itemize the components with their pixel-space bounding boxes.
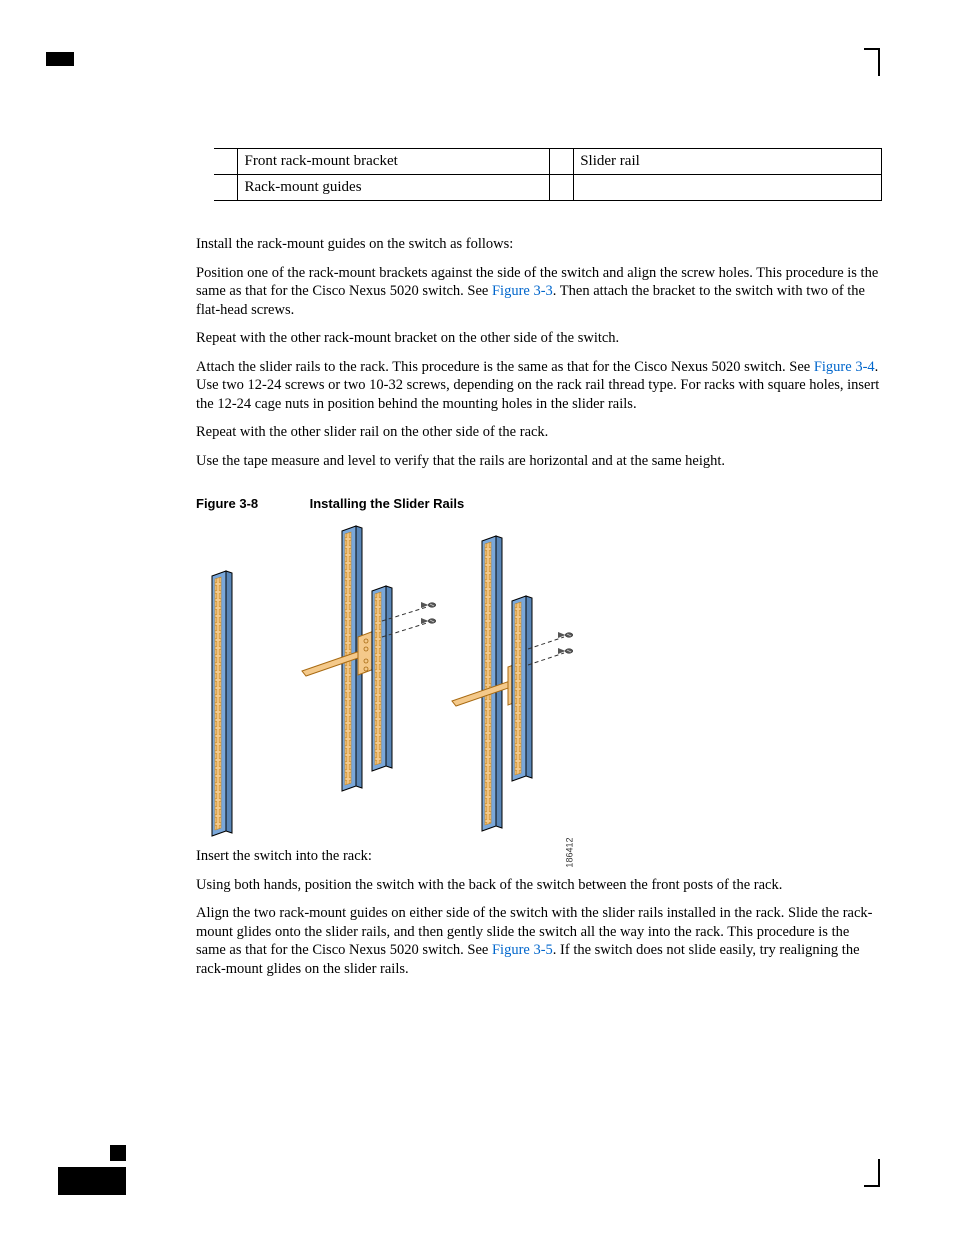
- legend-label: Rack-mount guides: [238, 175, 550, 201]
- paragraph: Position one of the rack-mount brackets …: [196, 264, 882, 320]
- legend-label: [574, 175, 882, 201]
- legend-table: Front rack-mount bracket Slider rail Rac…: [214, 148, 882, 201]
- table-row: Rack-mount guides: [214, 175, 882, 201]
- paragraph: Use the tape measure and level to verify…: [196, 452, 882, 471]
- figure-title: Installing the Slider Rails: [310, 496, 465, 511]
- content-column: Front rack-mount bracket Slider rail Rac…: [196, 148, 882, 988]
- paragraph: Insert the switch into the rack:: [196, 847, 882, 866]
- paragraph: Attach the slider rails to the rack. Thi…: [196, 358, 882, 414]
- legend-label: Slider rail: [574, 149, 882, 175]
- text-run: Attach the slider rails to the rack. Thi…: [196, 359, 814, 375]
- figure-link[interactable]: Figure 3-4: [814, 359, 875, 375]
- legend-num: [550, 175, 574, 201]
- paragraph: Using both hands, position the switch wi…: [196, 876, 882, 895]
- figure-caption: Figure 3-8 Installing the Slider Rails: [196, 496, 882, 513]
- margin-marker-top: [46, 52, 74, 66]
- legend-label: Front rack-mount bracket: [238, 149, 550, 175]
- figure-link[interactable]: Figure 3-3: [492, 283, 553, 299]
- figure-link[interactable]: Figure 3-5: [492, 942, 553, 958]
- legend-num: [550, 149, 574, 175]
- margin-marker-bottom-small: [110, 1145, 126, 1161]
- paragraph: Align the two rack-mount guides on eithe…: [196, 904, 882, 978]
- paragraph: Repeat with the other slider rail on the…: [196, 423, 882, 442]
- figure-number: Figure 3-8: [196, 496, 306, 513]
- legend-num: [214, 175, 238, 201]
- crop-mark-top-right: [870, 48, 880, 76]
- body-text: Install the rack-mount guides on the swi…: [196, 235, 882, 978]
- crop-mark-bottom-right: [870, 1159, 880, 1187]
- margin-marker-bottom: [58, 1167, 126, 1195]
- paragraph: Repeat with the other rack-mount bracket…: [196, 329, 882, 348]
- figure-id: 186412: [564, 837, 576, 867]
- table-row: Front rack-mount bracket Slider rail: [214, 149, 882, 175]
- page: Front rack-mount bracket Slider rail Rac…: [0, 0, 954, 1235]
- legend-num: [214, 149, 238, 175]
- paragraph: Install the rack-mount guides on the swi…: [196, 235, 882, 254]
- figure-illustration: 186412: [202, 521, 584, 841]
